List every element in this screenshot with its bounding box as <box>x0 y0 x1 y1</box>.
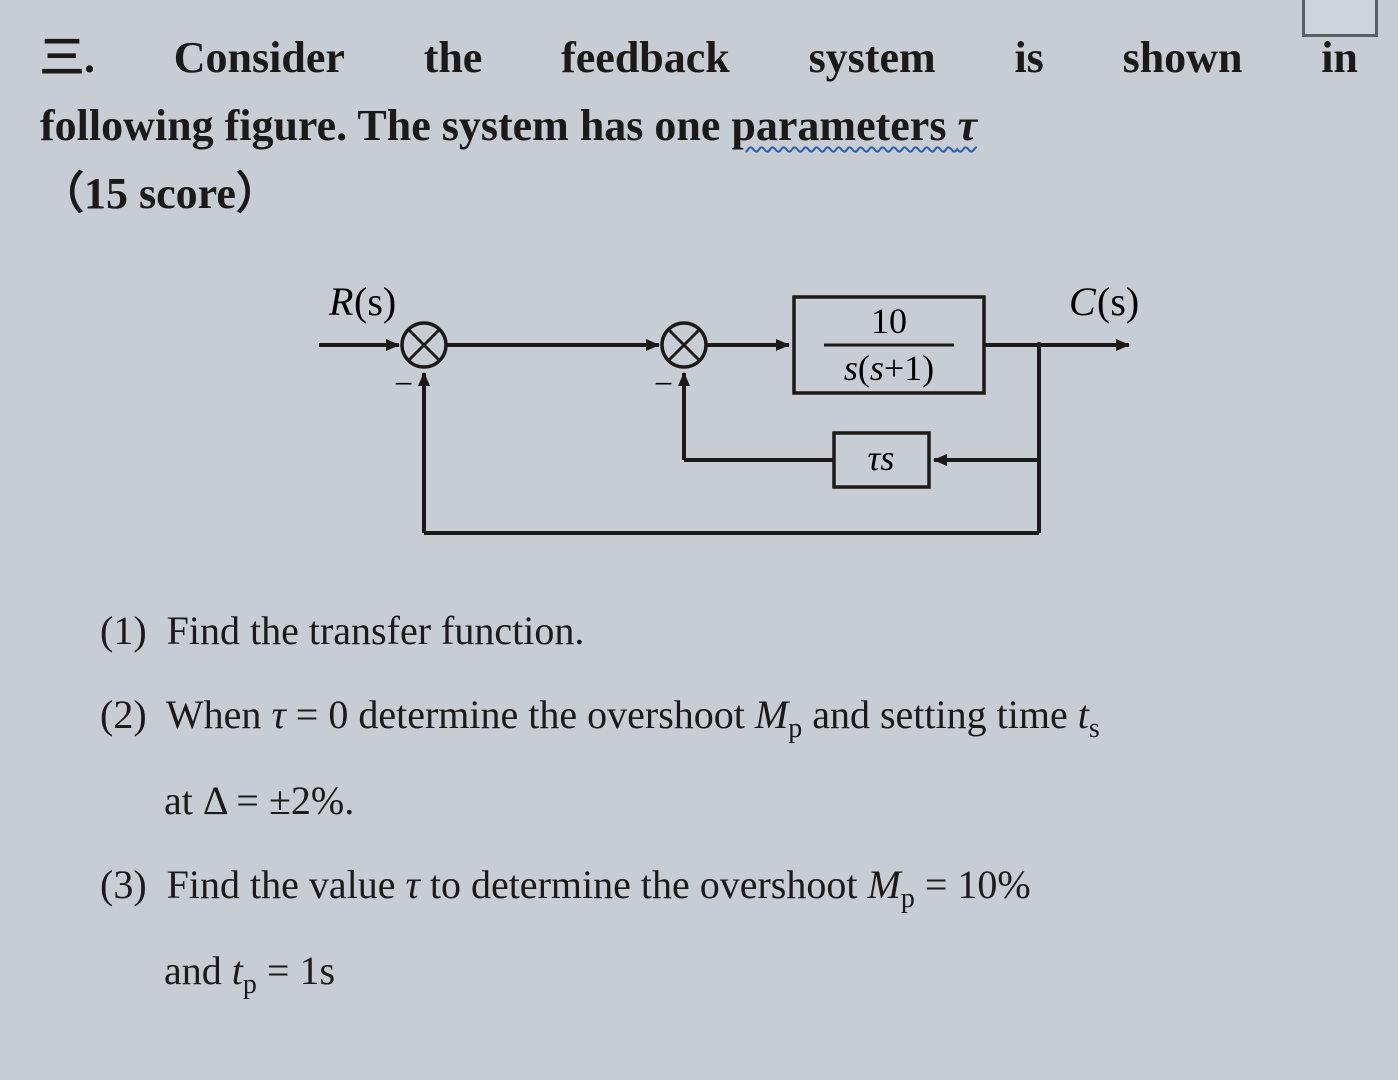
q2-a: When <box>166 692 272 737</box>
q1-text: Find the transfer function. <box>167 608 585 653</box>
w1: Consider <box>174 24 345 92</box>
q3-tp-sub: p <box>243 969 257 1000</box>
q2-line2: at Δ = ±2%. <box>164 763 1358 839</box>
block-diagram: R (s) − − 10 <box>40 265 1358 565</box>
w3: feedback <box>561 24 730 92</box>
q2-b: = 0 determine the overshoot <box>286 692 755 737</box>
q3-tp: t <box>232 948 243 993</box>
q3-b: to determine the overshoot <box>420 862 868 907</box>
q3-line2-b: = 1s <box>257 948 335 993</box>
tau-symbol: τ <box>957 101 977 150</box>
q3-mp: M <box>867 862 900 907</box>
w5: is <box>1014 24 1043 92</box>
q3-tau: τ <box>406 862 420 907</box>
q2-ts: t <box>1078 692 1089 737</box>
corner-box <box>1302 0 1378 37</box>
q2-ts-sub: s <box>1089 713 1100 744</box>
forward-numerator: 10 <box>871 301 907 341</box>
q3-num: (3) <box>100 862 147 907</box>
q3-c: = 10% <box>915 862 1031 907</box>
minus-2: − <box>654 366 673 403</box>
q1-num: (1) <box>100 608 147 653</box>
w2: the <box>424 24 483 92</box>
input-label-paren: (s) <box>354 279 396 324</box>
score-line: （15 score） <box>40 160 1358 228</box>
q3-line2-a: and <box>164 948 232 993</box>
q1: (1) Find the transfer function. <box>100 593 1358 669</box>
minus-1: − <box>394 366 413 403</box>
q2: (2) When τ = 0 determine the overshoot M… <box>100 677 1358 755</box>
problem-numeral: 三. <box>40 24 95 92</box>
q3-a: Find the value <box>167 862 406 907</box>
feedback-block-label: τs <box>868 438 895 478</box>
problem-statement: 三. Consider the feedback system is shown… <box>40 24 1358 229</box>
q2-mp-sub: p <box>788 713 802 744</box>
q2-tau: τ <box>271 692 285 737</box>
q3: (3) Find the value τ to determine the ov… <box>100 847 1358 925</box>
input-label: R <box>328 279 353 324</box>
q3-mp-sub: p <box>901 883 915 914</box>
page: 三. Consider the feedback system is shown… <box>0 0 1398 1059</box>
output-label-paren: (s) <box>1097 279 1139 324</box>
q2-c: and setting time <box>802 692 1078 737</box>
forward-denominator: s(s+1) <box>844 348 934 388</box>
line2a: following figure. The system has one <box>40 101 731 150</box>
q2-num: (2) <box>100 692 147 737</box>
sum-junction-2 <box>662 323 706 367</box>
output-label: C <box>1069 279 1097 324</box>
w6: shown <box>1123 24 1243 92</box>
q2-mp: M <box>755 692 788 737</box>
line2wavy: parameters <box>731 101 957 150</box>
sum-junction-1 <box>402 323 446 367</box>
q3-line2: and tp = 1s <box>164 933 1358 1011</box>
w4: system <box>809 24 936 92</box>
sub-questions: (1) Find the transfer function. (2) When… <box>100 593 1358 1012</box>
